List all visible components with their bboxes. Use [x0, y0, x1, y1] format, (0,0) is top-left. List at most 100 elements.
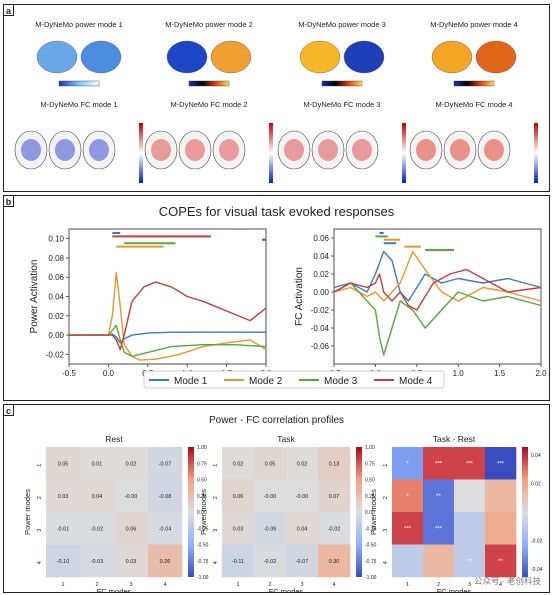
heatmap-cell-label: -0.03	[91, 559, 104, 565]
power-colorbar	[58, 80, 100, 87]
heatmap-cell	[485, 447, 517, 480]
heatmap-cell-label: **	[498, 559, 503, 565]
y-tick-label: -0.06	[311, 342, 330, 351]
connectivity-cluster	[352, 139, 372, 161]
heatmaps: Rest 0.05 0.01 0.02 -0.07 0.03 0.04 -0.00 -0.08 -…	[23, 434, 543, 592]
y-tick-label: 0.10	[48, 235, 64, 244]
heatmap-cell	[318, 544, 351, 578]
heatmap-cell-label: -0.00	[296, 494, 309, 500]
heatmap-cell	[114, 512, 149, 545]
brain-maps: M-DyNeMo power mode 1 M-DyNeMo power mode…	[14, 20, 538, 183]
colorbar-tick-label: -0.04	[531, 567, 543, 573]
watermark: 公众号 · 老创科技	[473, 576, 541, 586]
y-tick-label: 0.00	[48, 331, 64, 340]
heatmap-title: Task - Rest	[433, 434, 476, 444]
power-brain-pair	[166, 40, 252, 74]
power-brain-pair	[36, 40, 122, 74]
heatmap-cell	[254, 512, 287, 545]
x-tick-label: 2	[437, 582, 440, 588]
heatmap-cell	[46, 512, 81, 545]
panel-c-label: c	[3, 404, 14, 416]
colorbar-tick-label: -0.75	[197, 559, 209, 565]
connectivity-cluster	[89, 139, 109, 161]
heatmap-cell-label: *	[406, 461, 409, 467]
power-colorbar	[321, 80, 363, 87]
colorbar-tick-label: -1.00	[197, 575, 209, 581]
brain-left-hemisphere	[299, 40, 341, 74]
panel-b-label: b	[3, 195, 14, 207]
heatmap-cell	[46, 544, 81, 578]
y-axis-label: FC Activation	[294, 267, 305, 326]
connectivity-cluster	[484, 139, 504, 161]
fc-brain-triplet	[14, 130, 116, 170]
series-line-mode-2	[333, 250, 542, 302]
colorbar-tick-label: 1.00	[197, 445, 207, 451]
heatmap-cell-label: -0.11	[232, 559, 244, 565]
colorbar-tick-label: -0.50	[197, 543, 209, 549]
heatmap-cell	[222, 544, 255, 578]
y-tick-label: 4	[383, 561, 389, 564]
heatmap-cell-label: -0.08	[159, 494, 172, 500]
fc-mode-title: M-DyNeMo FC mode 2	[170, 100, 247, 109]
x-tick-label: 3	[300, 582, 303, 588]
colorbar-tick-label: 0.50	[365, 478, 375, 484]
heatmap-cell	[148, 447, 183, 480]
series-line-mode-1	[333, 250, 542, 302]
x-tick-label: 2.0	[535, 369, 547, 378]
fc-mode-title: M-DyNeMo FC mode 4	[435, 100, 512, 109]
colorbar-tick-label: 0.25	[197, 494, 207, 500]
heatmap-cell	[454, 447, 486, 480]
heatmap-cell	[454, 479, 486, 513]
heatmap-cell	[392, 447, 424, 480]
y-tick-label: 0.06	[48, 273, 64, 282]
colorbar-tick-label: 0.02	[531, 482, 541, 488]
power-mode-title: M-DyNeMo power mode 4	[430, 20, 518, 29]
colorbar-tick-label: -0.75	[365, 559, 377, 565]
connectivity-cluster	[151, 139, 171, 161]
x-tick-label: 0.0	[103, 369, 115, 378]
series-line-mode-3	[333, 282, 542, 356]
fc-brain-triplet	[144, 130, 246, 170]
heatmap-cell-label: 0.03	[126, 559, 137, 565]
fc-brain-triplet	[277, 130, 379, 170]
colorbar-tick-label: -0.02	[531, 539, 543, 545]
heatmap-cell	[318, 512, 351, 545]
heatmap-cell-label: 0.30	[329, 559, 340, 565]
heatmap-x-label: FC modes	[97, 587, 132, 592]
y-tick-label: 3	[383, 529, 389, 532]
heatmap-y-label: Power modes	[369, 489, 378, 535]
connectivity-cluster	[416, 139, 436, 161]
heatmap-cell	[114, 479, 149, 513]
brain-right-hemisphere	[475, 40, 517, 74]
heatmap-cell	[222, 447, 255, 480]
x-tick-label: 4	[499, 582, 502, 588]
heatmap-cell-label: 0.03	[233, 526, 244, 532]
colorbar-tick-label: 0.04	[531, 453, 541, 459]
heatmap-cell-label: 0.26	[160, 559, 171, 565]
y-tick-label: 2	[37, 496, 43, 499]
fc-colorbar	[139, 123, 143, 183]
heatmap-cell-label: 0.04	[297, 526, 308, 532]
y-tick-label: 1	[383, 464, 389, 467]
heatmap-cell-label: 0.02	[297, 461, 308, 467]
colorbar-tick-label: 0.00	[365, 510, 375, 516]
heatmap-cell	[80, 544, 115, 578]
colorbar-tick-label: -0.25	[365, 526, 377, 532]
x-tick-label: 1.5	[494, 369, 506, 378]
heatmap-cell-label: **	[467, 559, 472, 565]
panel-a-label: a	[3, 4, 14, 16]
fc-colorbar	[534, 123, 538, 183]
connectivity-cluster	[284, 139, 304, 161]
power-brain-pair	[299, 40, 385, 74]
heatmap-cell	[454, 544, 486, 578]
brain-left-hemisphere	[36, 40, 78, 74]
series-line-mode-4	[69, 281, 267, 351]
heatmap-cell	[254, 544, 287, 578]
y-tick-label: 0.00	[313, 288, 329, 297]
connectivity-cluster	[55, 139, 75, 161]
heatmap-cell-label: -0.02	[264, 559, 277, 565]
plot-frame	[333, 228, 542, 365]
x-tick-label: 2	[268, 582, 271, 588]
heatmap-cell	[148, 544, 183, 578]
x-tick-label: 4	[332, 582, 335, 588]
